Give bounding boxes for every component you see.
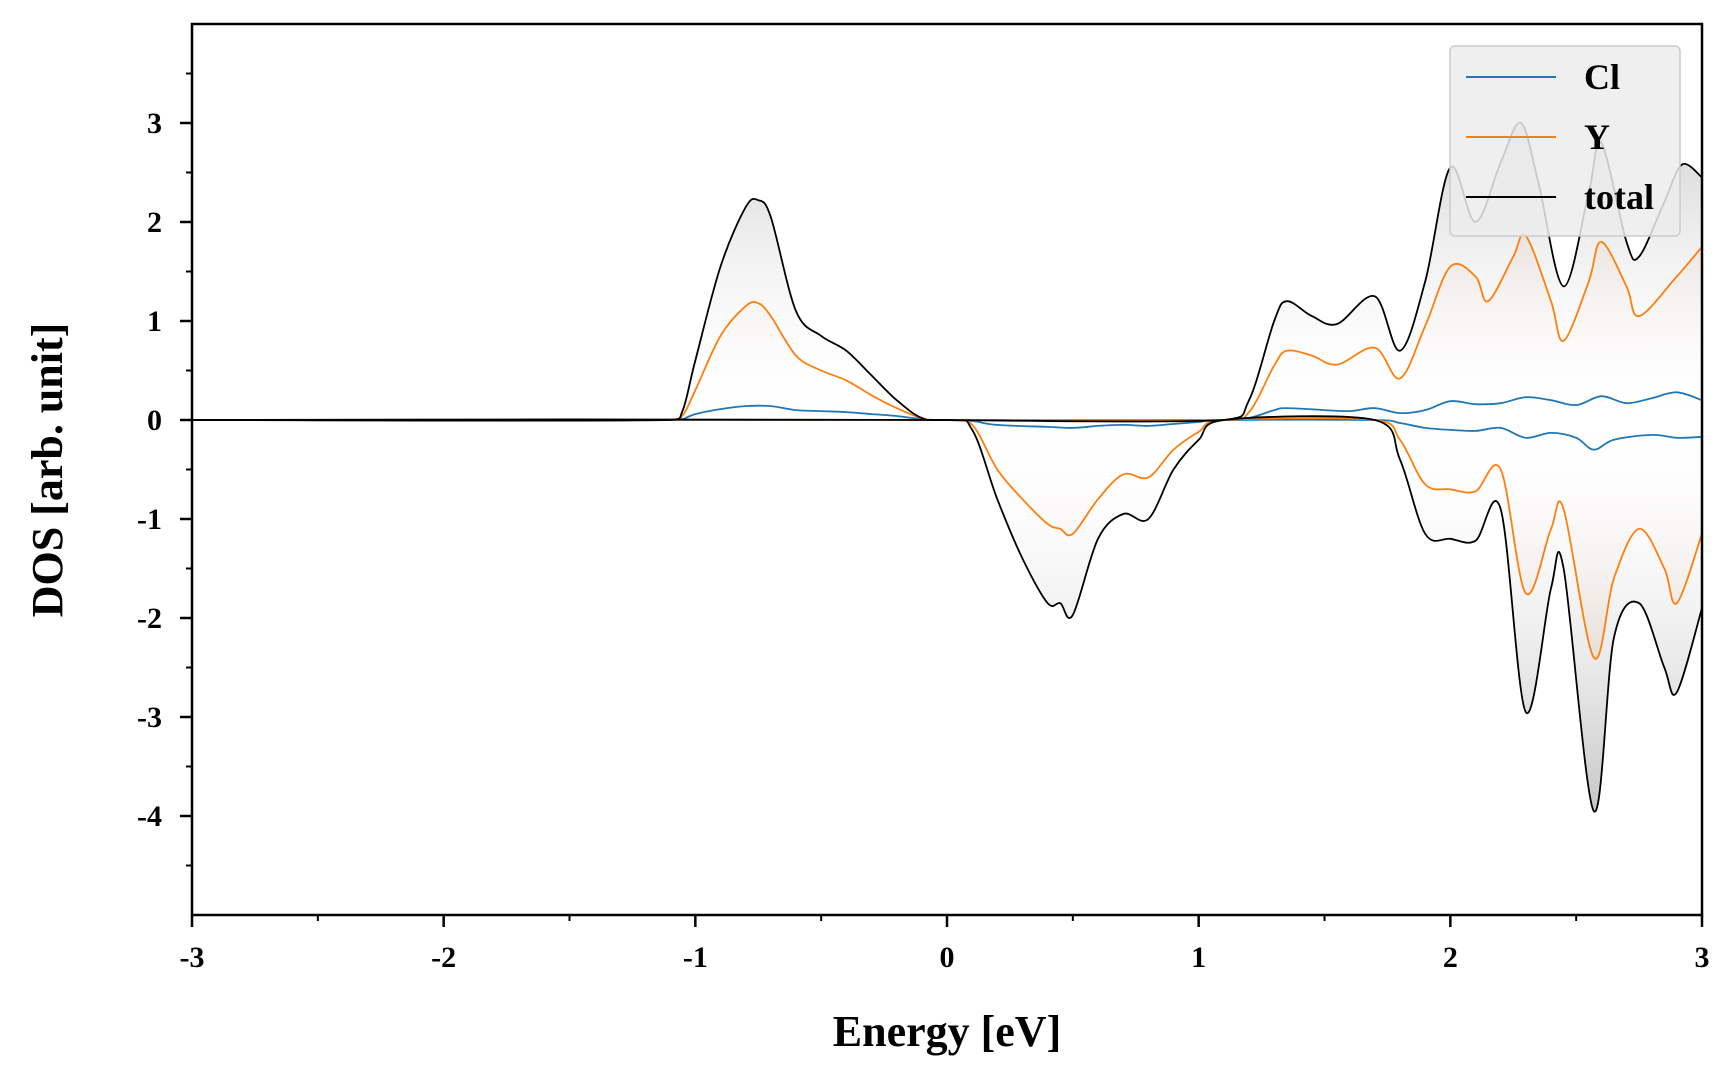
y-tick-label: -3 [137,701,162,734]
legend-label-y: Y [1584,117,1610,157]
y-tick-label: 3 [147,107,162,140]
fill-areas [192,122,1702,812]
y-tick-label: -2 [137,602,162,635]
y-tick-label: 2 [147,206,162,239]
x-tick-label: 1 [1191,941,1206,974]
axes: -3 -2 -1 0 1 2 3 -4 -3 -2 -1 0 1 2 3 [137,72,1710,974]
legend-label-cl: Cl [1584,57,1620,97]
x-tick-label: -3 [180,941,205,974]
cl-spin-down-line [192,418,1702,451]
x-tick-label: 2 [1443,941,1458,974]
x-axis-title: Energy [eV] [833,1007,1062,1056]
cl-spin-up-line [192,391,1702,422]
y-spin-down-fill [192,417,1702,659]
y-axis-title: DOS [arb. unit] [23,323,72,618]
x-tick-label: -1 [683,941,708,974]
y-tick-label: 0 [147,404,162,437]
plot-frame [190,22,1704,917]
y-tick-label: 1 [147,305,162,338]
x-tick-label: 3 [1695,941,1710,974]
y-spin-up-fill [192,234,1702,421]
total-spin-up-fill [192,122,1702,422]
x-tick-label: 0 [940,941,955,974]
total-spin-down-line [192,415,1702,813]
legend-label-total: total [1584,177,1654,217]
y-spin-up-line [192,233,1702,422]
y-tick-label: -1 [137,503,162,536]
x-tick-label: -2 [431,941,456,974]
y-spin-down-line [192,417,1702,660]
y-tick-label: -4 [137,800,162,833]
legend-box [1449,45,1681,237]
